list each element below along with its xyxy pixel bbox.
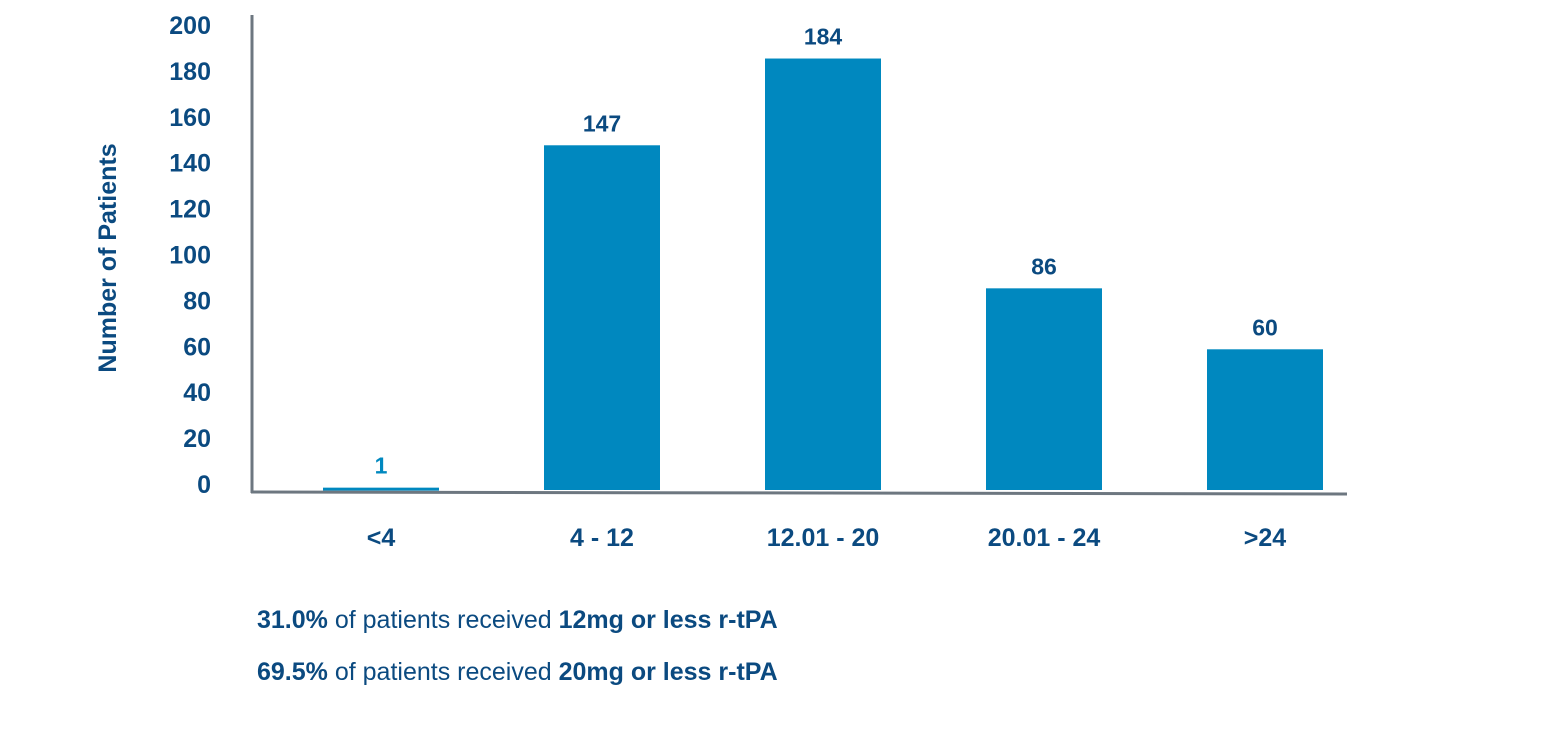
- bar: [323, 487, 439, 491]
- note-1-text: of patients received: [327, 606, 559, 634]
- y-tick-label: 40: [183, 379, 211, 407]
- summary-note-2: 69.5% of patients received 20mg or less …: [257, 658, 778, 687]
- y-tick-label: 180: [169, 58, 211, 86]
- y-tick-label: 120: [169, 196, 211, 224]
- note-2-dose: 20mg or less r-tPA: [558, 658, 778, 686]
- note-2-text: of patients received: [327, 658, 559, 686]
- data-label: 184: [804, 24, 843, 50]
- bar: [544, 145, 660, 490]
- note-1-percent: 31.0%: [257, 606, 328, 634]
- y-tick-label: 200: [169, 12, 211, 40]
- note-2-percent: 69.5%: [257, 658, 328, 686]
- y-tick-label: 140: [169, 150, 211, 178]
- bar: [1207, 349, 1323, 490]
- bar: [765, 58, 881, 491]
- data-label: 1: [375, 453, 388, 479]
- x-category-label: 12.01 - 20: [767, 524, 880, 552]
- x-category-label: <4: [367, 524, 396, 552]
- bar: [986, 288, 1102, 490]
- data-label: 147: [583, 110, 621, 136]
- x-category-label: 20.01 - 24: [988, 524, 1101, 552]
- y-axis-label: Number of Patients: [94, 143, 122, 372]
- y-tick-label: 160: [169, 104, 211, 132]
- note-1-dose: 12mg or less r-tPA: [558, 606, 778, 634]
- data-label: 86: [1031, 253, 1057, 279]
- y-tick-label: 0: [197, 471, 211, 499]
- y-tick-label: 60: [183, 333, 211, 361]
- x-category-label: 4 - 12: [570, 524, 634, 552]
- data-label: 60: [1252, 314, 1278, 340]
- x-axis-line: [250, 490, 1348, 496]
- y-tick-label: 20: [183, 425, 211, 453]
- y-tick-label: 100: [169, 242, 211, 270]
- x-category-label: >24: [1244, 524, 1287, 552]
- summary-note-1: 31.0% of patients received 12mg or less …: [257, 606, 778, 635]
- y-tick-label: 80: [183, 287, 211, 315]
